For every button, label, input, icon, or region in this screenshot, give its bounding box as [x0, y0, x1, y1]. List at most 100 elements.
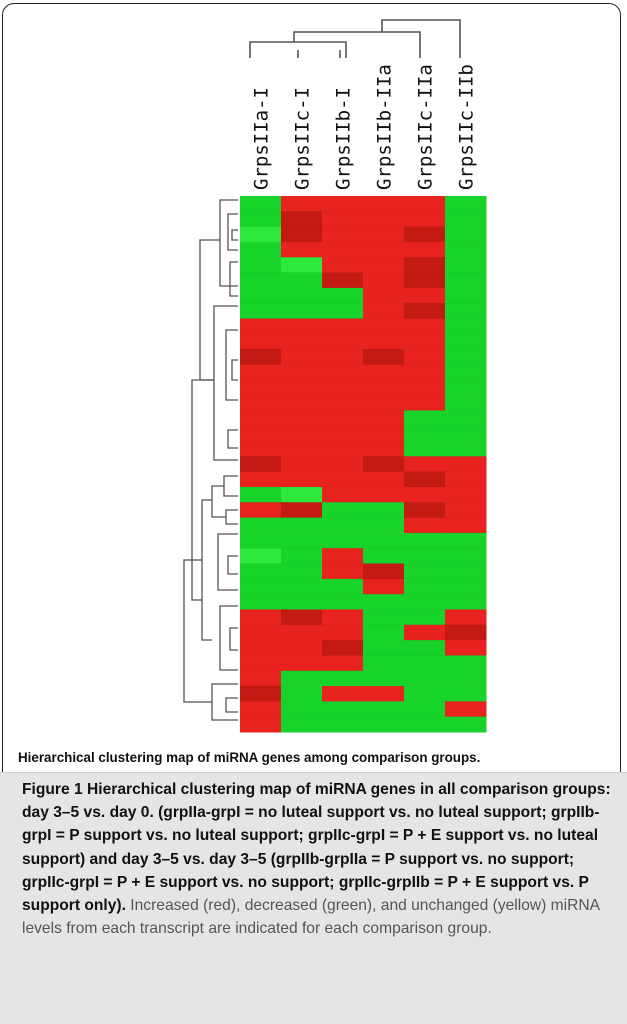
heatmap-cell [445, 471, 487, 488]
heatmap-cell [445, 655, 487, 672]
column-label-grpsiic-iib: GrpsIIc-IIb [456, 64, 478, 190]
heatmap-cell [404, 441, 446, 457]
column-label-grpsiib-i: GrpsIIb-I [333, 87, 355, 190]
heatmap-cell [240, 379, 282, 396]
heatmap-cell [363, 196, 405, 212]
heatmap-cell [322, 333, 364, 350]
heatmap-cell [281, 211, 323, 228]
heatmap-cell [281, 640, 323, 656]
heatmap-cell [363, 517, 405, 534]
heatmap-cell [404, 594, 446, 610]
heatmap-cell [281, 226, 323, 243]
heatmap-cell [281, 364, 323, 381]
heatmap-cell [363, 548, 405, 565]
heatmap-cell [363, 563, 405, 580]
column-label-grpsiia-i: GrpsIIa-I [251, 87, 273, 190]
heatmap-cell [445, 425, 487, 442]
heatmap-cell [363, 609, 405, 626]
heatmap-cell [240, 655, 282, 672]
heatmap-cell [281, 532, 323, 549]
heatmap-cell [322, 655, 364, 672]
heatmap-cell [240, 594, 282, 610]
heatmap-cell [445, 241, 487, 258]
heatmap-cell [445, 364, 487, 381]
heatmap-cell [240, 670, 282, 687]
heatmap-cell [240, 517, 282, 534]
heatmap-cell [445, 379, 487, 396]
heatmap-cell [363, 226, 405, 243]
heatmap-cell [322, 303, 364, 320]
heatmap-cell [404, 517, 446, 534]
heatmap-cell [240, 196, 282, 212]
heatmap-cell [281, 686, 323, 702]
heatmap-cell [404, 211, 446, 228]
heatmap-cell [240, 716, 282, 733]
heatmap-cell [240, 303, 282, 320]
heatmap-cell [445, 318, 487, 335]
heatmap-cell [240, 640, 282, 656]
heatmap-cell [322, 609, 364, 626]
heatmap-cell [281, 349, 323, 365]
heatmap-cell [281, 303, 323, 320]
heatmap-cell [281, 257, 323, 274]
heatmap-cell [363, 349, 405, 365]
heatmap-cell [322, 578, 364, 595]
heatmap-cell [363, 486, 405, 503]
heatmap-cell [281, 318, 323, 335]
heatmap-cell [322, 410, 364, 427]
heatmap-cell [363, 441, 405, 457]
heatmap-cell [445, 272, 487, 289]
heatmap-cell [404, 563, 446, 580]
heatmap-cell [445, 517, 487, 534]
heatmap-cell [322, 287, 364, 304]
column-label-grpsiic-iia: GrpsIIc-IIa [415, 64, 437, 190]
heatmap-cell [445, 686, 487, 702]
heatmap-cell [363, 272, 405, 289]
heatmap-cell [445, 563, 487, 580]
heatmap-cell [240, 502, 282, 519]
heatmap-cell [240, 686, 282, 702]
heatmap-cell [322, 701, 364, 718]
heatmap-cell [281, 517, 323, 534]
heatmap-cell [404, 655, 446, 672]
heatmap-cell [404, 686, 446, 702]
heatmap-cell [281, 578, 323, 595]
heatmap-cell [322, 226, 364, 243]
heatmap-cell [281, 655, 323, 672]
heatmap-cell [322, 456, 364, 473]
heatmap-cell [445, 333, 487, 350]
heatmap-cell [445, 441, 487, 457]
heatmap-cell [445, 287, 487, 304]
heatmap-cell [363, 364, 405, 381]
heatmap-cell [322, 395, 364, 411]
heatmap-cell [445, 640, 487, 656]
heatmap-cell [281, 241, 323, 258]
heatmap-cell [322, 548, 364, 565]
heatmap-cell [445, 548, 487, 565]
heatmap-cell [240, 287, 282, 304]
heatmap-cell [404, 640, 446, 656]
heatmap-cell [322, 425, 364, 442]
heatmap-cell [240, 578, 282, 595]
heatmap-cell [281, 471, 323, 488]
heatmap-cell [281, 425, 323, 442]
heatmap-cell [240, 349, 282, 365]
heatmap-cell [281, 456, 323, 473]
heatmap-cell [363, 640, 405, 656]
heatmap-cell [445, 532, 487, 549]
heatmap-cell [404, 395, 446, 411]
heatmap-cell [445, 502, 487, 519]
caption-panel [0, 772, 627, 1024]
heatmap-cell [240, 456, 282, 473]
heatmap-cell [281, 272, 323, 289]
heatmap-cell [445, 578, 487, 595]
heatmap-cell [404, 578, 446, 595]
heatmap-cell [404, 303, 446, 320]
heatmap-cell [322, 211, 364, 228]
heatmap-cell [281, 563, 323, 580]
heatmap-cell [363, 701, 405, 718]
heatmap-cell [363, 456, 405, 473]
heatmap-cell [322, 257, 364, 274]
heatmap-cell [322, 517, 364, 534]
figure-inner-caption: Hierarchical clustering map of miRNA gen… [18, 750, 481, 765]
